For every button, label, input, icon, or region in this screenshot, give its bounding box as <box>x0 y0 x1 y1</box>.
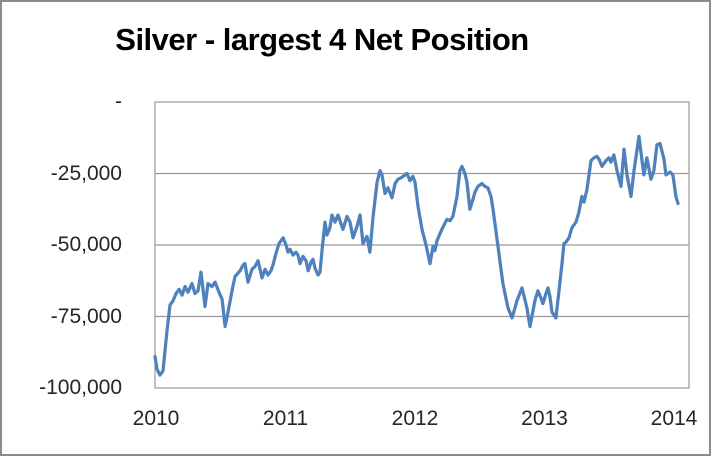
y-axis-tick-label: -100,000 <box>39 376 122 399</box>
x-axis-tick-label: 2011 <box>262 407 309 430</box>
y-axis-tick-label: - <box>115 90 122 113</box>
plot-frame <box>154 101 690 389</box>
y-axis-tick-label: -50,000 <box>50 233 122 256</box>
x-axis-tick-label: 2013 <box>521 407 568 430</box>
y-axis-tick-label: -25,000 <box>50 161 122 185</box>
data-series-line <box>153 134 680 377</box>
y-axis-tick-label: -75,000 <box>50 304 122 328</box>
x-axis-tick-label: 2014 <box>650 407 698 430</box>
x-axis-tick-label: 2012 <box>391 407 439 430</box>
x-axis-tick-label: 2010 <box>132 407 180 430</box>
chart-title: Silver - largest 4 Net Position <box>115 22 529 57</box>
